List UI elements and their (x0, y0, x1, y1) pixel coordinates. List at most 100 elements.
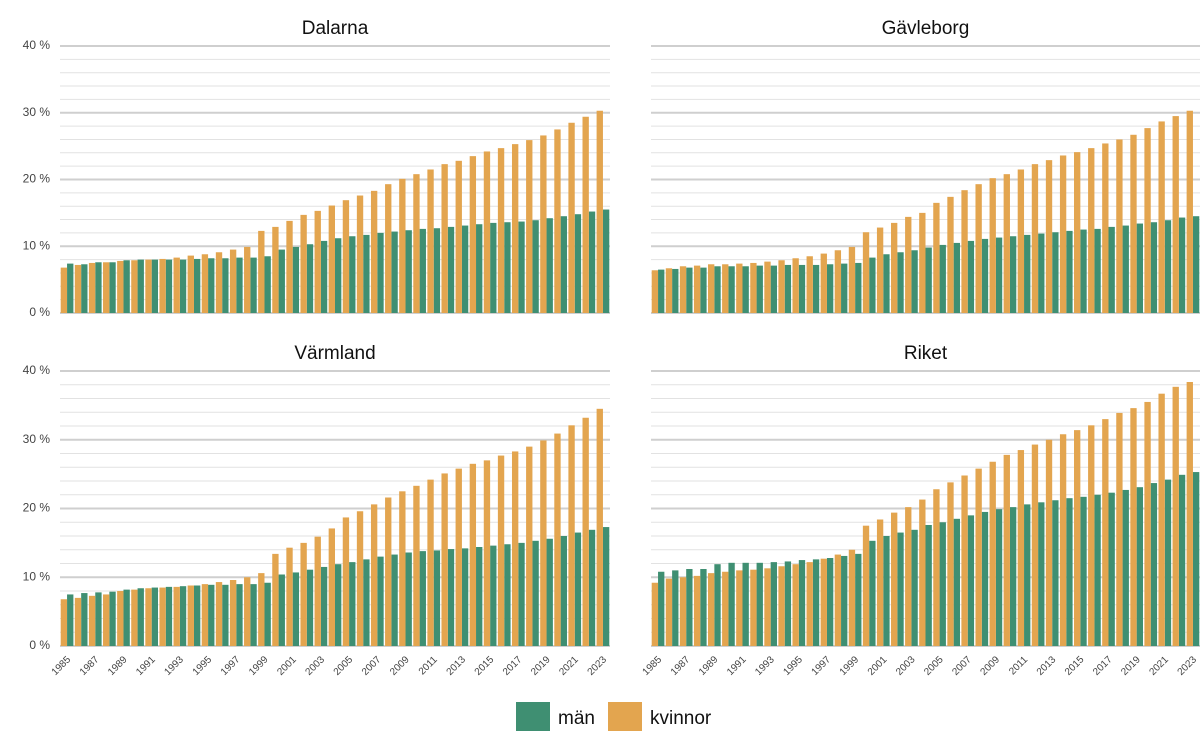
bar (1074, 152, 1081, 313)
bar (201, 584, 209, 646)
bar (736, 263, 743, 313)
bar (1136, 487, 1143, 646)
x-tick-label: 1999 (838, 654, 862, 678)
bar (137, 259, 144, 313)
bar (1031, 164, 1039, 313)
bar (693, 575, 701, 646)
bar (855, 262, 862, 313)
bar (159, 587, 166, 646)
bar (433, 228, 441, 313)
bar (187, 255, 194, 313)
bar (320, 566, 328, 646)
x-tick-label: 2007 (950, 654, 974, 678)
bar (855, 553, 862, 646)
bar (363, 559, 370, 646)
bar (215, 252, 223, 313)
bar (770, 265, 777, 313)
bar (806, 256, 813, 313)
x-tick-label: 1989 (697, 654, 721, 678)
bar (602, 209, 610, 313)
y-tick-label: 20 % (23, 501, 51, 515)
bar (455, 160, 462, 313)
bar (60, 267, 68, 313)
bar (377, 556, 384, 646)
bar (933, 489, 940, 646)
x-tick-label: 2003 (304, 654, 328, 678)
bar (897, 532, 904, 646)
bar (714, 266, 721, 313)
bar (1192, 216, 1200, 313)
bar (391, 231, 398, 313)
bar (74, 264, 82, 313)
bar (1038, 233, 1045, 313)
bar (349, 236, 356, 313)
bar (74, 597, 82, 646)
x-tick-label: 1987 (669, 654, 693, 678)
y-tick-label: 0 % (29, 638, 50, 652)
bar (905, 507, 912, 646)
bar (363, 234, 370, 313)
bar (518, 542, 525, 646)
bar (427, 169, 434, 313)
bar (441, 164, 448, 313)
bar (834, 250, 842, 313)
bar (862, 525, 870, 646)
bar (939, 522, 946, 646)
bar (1108, 492, 1115, 646)
bar (405, 552, 412, 646)
y-tick-label: 10 % (23, 569, 51, 583)
bar (151, 259, 159, 313)
bar (356, 195, 364, 313)
x-tick-label: 1993 (753, 654, 777, 678)
bar (511, 451, 519, 646)
bar (905, 216, 912, 313)
bar (117, 260, 124, 313)
bar (399, 178, 406, 313)
bar (947, 196, 954, 313)
bar (1116, 139, 1123, 313)
bar (286, 220, 293, 313)
bar (700, 569, 707, 646)
bar (925, 247, 932, 313)
bar (1066, 230, 1073, 313)
bar (540, 135, 547, 313)
bar (145, 259, 152, 313)
bar (1186, 110, 1193, 313)
bar (554, 129, 561, 313)
bar (222, 584, 229, 646)
x-tick-label: 1997 (810, 654, 834, 678)
bar (848, 246, 856, 313)
bar (229, 249, 237, 313)
bar (798, 560, 806, 646)
bar (995, 237, 1003, 313)
bar (123, 589, 130, 646)
bar (961, 190, 968, 313)
bar (1144, 401, 1151, 646)
bar (1164, 220, 1172, 313)
bar (399, 491, 406, 646)
bar (1066, 498, 1073, 646)
x-tick-label: 2009 (388, 654, 412, 678)
bar (1150, 222, 1158, 313)
bar (165, 259, 173, 313)
bar (1192, 472, 1200, 646)
bar (1003, 174, 1010, 313)
bar (60, 599, 68, 646)
bar (1080, 229, 1087, 313)
bar (665, 268, 673, 313)
legend-swatch (516, 702, 550, 731)
bar (385, 184, 392, 313)
bar (526, 446, 533, 646)
bar (497, 455, 505, 646)
legend-label: kvinnor (650, 708, 712, 729)
bar (264, 582, 271, 646)
bar (335, 564, 342, 646)
bar (658, 269, 665, 313)
bar (841, 263, 848, 313)
bar (1052, 500, 1059, 646)
bar (546, 538, 553, 646)
y-tick-label: 30 % (23, 105, 51, 119)
bar (461, 225, 469, 313)
bar (81, 593, 88, 646)
